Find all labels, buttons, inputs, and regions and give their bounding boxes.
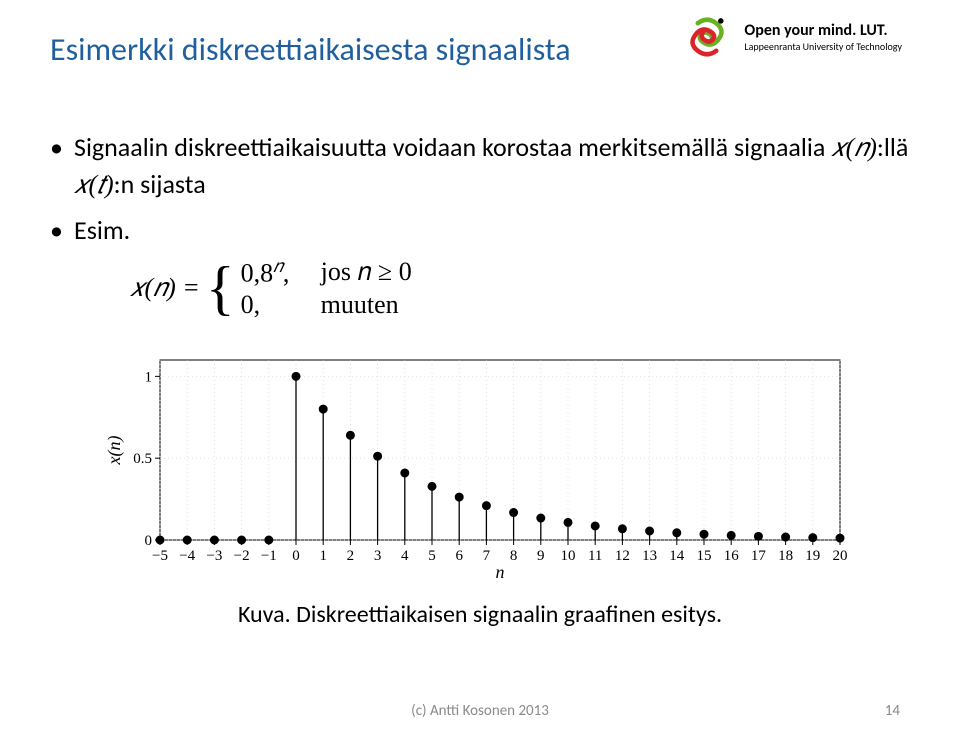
expr-xt: 𝑥(𝑡) (74, 170, 114, 199)
svg-text:20: 20 (833, 548, 848, 564)
case1-exp: 𝑛 (273, 256, 283, 276)
formula-lhs: 𝑥(𝑛) = (130, 270, 200, 306)
svg-text:18: 18 (778, 548, 793, 564)
svg-text:7: 7 (483, 548, 491, 564)
stem-chart: 00.51−5−4−3−2−10123456789101112131415161… (100, 350, 850, 580)
svg-text:9: 9 (537, 548, 545, 564)
svg-text:−3: −3 (206, 548, 222, 564)
footer-text: (c) Antti Kosonen 2013 (411, 702, 549, 720)
svg-text:5: 5 (428, 548, 436, 564)
case2-cond: muuten (321, 289, 461, 320)
brace-icon: { (206, 267, 235, 309)
formula: 𝑥(𝑛) = { 0,8𝑛, jos 𝑛 ≥ 0 0, muuten (130, 256, 910, 320)
svg-text:0.5: 0.5 (133, 451, 152, 467)
svg-text:n: n (496, 562, 505, 580)
bullet1-mid: :llä (877, 131, 908, 163)
svg-text:6: 6 (455, 548, 463, 564)
bullet-1: Signaalin diskreettiaikaisuutta voidaan … (50, 129, 910, 204)
lut-knot-icon (684, 14, 730, 60)
svg-text:13: 13 (642, 548, 657, 564)
svg-text:2: 2 (347, 548, 355, 564)
svg-text:−1: −1 (261, 548, 277, 564)
svg-text:12: 12 (615, 548, 630, 564)
footer: (c) Antti Kosonen 2013 14 (0, 702, 960, 720)
svg-text:0: 0 (145, 533, 153, 549)
case1-val: 0,8 (241, 259, 274, 288)
svg-text:1: 1 (319, 548, 327, 564)
svg-text:14: 14 (669, 548, 685, 564)
svg-text:10: 10 (561, 548, 576, 564)
svg-text:16: 16 (724, 548, 740, 564)
expr-xn: 𝑥(𝑛) (831, 133, 877, 162)
svg-text:0: 0 (292, 548, 300, 564)
svg-text:3: 3 (374, 548, 382, 564)
case1-cond: jos 𝑛 ≥ 0 (321, 256, 461, 289)
svg-text:−4: −4 (179, 548, 195, 564)
bullet1-pre: Signaalin diskreettiaikaisuutta voidaan … (74, 131, 831, 163)
bullet1-suf: :n sijasta (114, 168, 206, 200)
svg-text:8: 8 (510, 548, 517, 564)
logo-subline: Lappeenranta University of Technology (744, 40, 902, 53)
logo-block: Open your mind. LUT. Lappeenranta Univer… (666, 0, 920, 70)
bullet-2: Esim. (50, 212, 910, 248)
svg-text:19: 19 (805, 548, 820, 564)
svg-text:−5: −5 (152, 548, 168, 564)
svg-text:−2: −2 (234, 548, 250, 564)
svg-text:1: 1 (145, 370, 153, 386)
case1-comma: , (283, 259, 290, 288)
svg-text:x(n): x(n) (104, 436, 125, 466)
svg-text:15: 15 (697, 548, 712, 564)
page-number: 14 (885, 702, 900, 720)
chart-caption: Kuva. Diskreettiaikaisen signaalin graaf… (100, 598, 860, 632)
logo-tagline: Open your mind. LUT. (744, 21, 902, 40)
chart-container: 00.51−5−4−3−2−10123456789101112131415161… (100, 350, 860, 631)
svg-text:17: 17 (751, 548, 767, 564)
case2-val: 0, (241, 289, 321, 320)
slide-body: Signaalin diskreettiaikaisuutta voidaan … (50, 129, 910, 631)
svg-text:11: 11 (588, 548, 602, 564)
svg-text:4: 4 (401, 548, 409, 564)
